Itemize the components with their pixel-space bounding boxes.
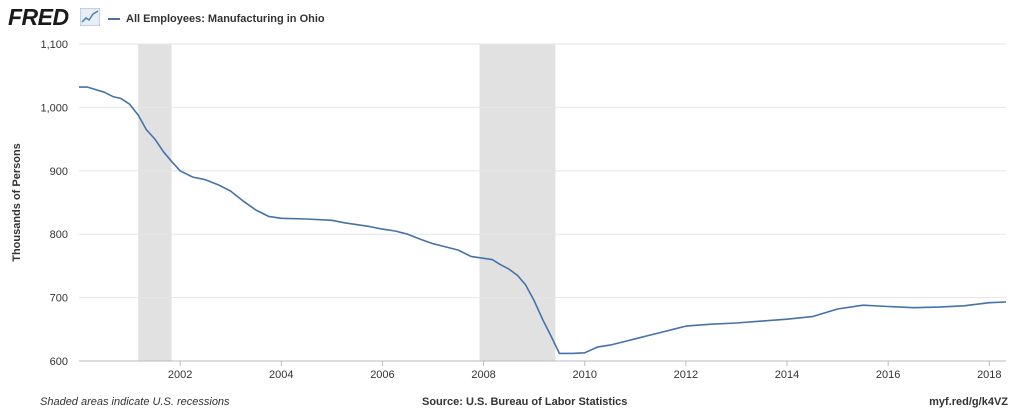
y-axis-ticks-group: 600 700 800 900 1,000 1,100 — [40, 39, 68, 368]
legend-line-swatch — [108, 18, 120, 20]
x-tick-label: 2008 — [471, 369, 495, 381]
x-tick-label: 2006 — [370, 369, 394, 381]
series-line[interactable] — [79, 86, 1007, 355]
x-tick-label: 2018 — [977, 369, 1001, 381]
y-tick-label: 1,100 — [40, 39, 68, 51]
short-link[interactable]: myf.red/g/k4VZ — [929, 396, 1008, 408]
x-axis-ticks-group: 2002 2004 2006 2008 2010 2012 2014 2016 2018 — [168, 361, 1002, 381]
recession-band — [479, 44, 556, 361]
chart-header: FRED All Employees: Manufacturing in Ohi… — [0, 0, 1024, 36]
fred-logo[interactable]: FRED — [8, 4, 69, 30]
source-credit: Source: U.S. Bureau of Labor Statistics — [422, 396, 628, 408]
chart-footer: Shaded areas indicate U.S. recessions So… — [0, 394, 1024, 412]
recession-band — [138, 44, 172, 361]
x-tick-label: 2016 — [876, 369, 900, 381]
y-tick-label: 900 — [50, 166, 68, 178]
y-tick-label: 700 — [50, 293, 68, 305]
fred-logo-chart-icon — [80, 8, 100, 26]
x-tick-label: 2004 — [269, 369, 293, 381]
legend-series-label: All Employees: Manufacturing in Ohio — [126, 13, 325, 25]
y-tick-label: 600 — [50, 356, 68, 368]
x-tick-label: 2012 — [674, 369, 698, 381]
y-tick-label: 800 — [50, 229, 68, 241]
recession-shading-group — [138, 44, 556, 361]
recession-note: Shaded areas indicate U.S. recessions — [40, 396, 230, 408]
legend: All Employees: Manufacturing in Ohio — [108, 10, 325, 28]
y-tick-label: 1,000 — [40, 102, 68, 114]
x-tick-label: 2010 — [572, 369, 596, 381]
y-axis-label: Thousands of Persons — [11, 143, 23, 262]
x-tick-label: 2014 — [775, 369, 799, 381]
x-tick-label: 2002 — [168, 369, 192, 381]
